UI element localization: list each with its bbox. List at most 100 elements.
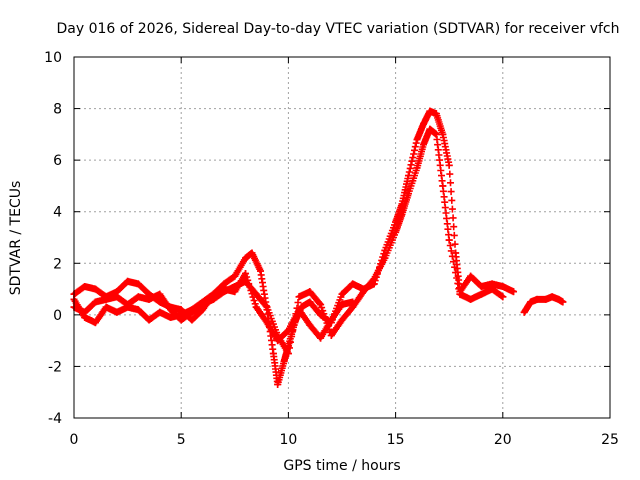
x-axis-label: GPS time / hours [283, 458, 400, 474]
data-point [467, 295, 475, 303]
data-point [91, 319, 99, 327]
data-point [327, 331, 335, 339]
data-point [188, 316, 196, 324]
data-point [263, 303, 271, 311]
data-point [439, 130, 447, 138]
data-point [338, 301, 346, 309]
data-point [166, 306, 174, 314]
x-axis: 0 5 10 15 20 25 [70, 57, 619, 448]
x-tick-label: 0 [70, 432, 79, 448]
data-point [81, 313, 89, 321]
data-point [124, 303, 132, 311]
y-tick-label: 2 [53, 256, 62, 272]
data-point [134, 280, 142, 288]
data-point [280, 357, 288, 365]
data-point [426, 107, 434, 115]
data-point [252, 303, 260, 311]
data-point [419, 141, 427, 149]
data-point [432, 130, 440, 138]
data-point [306, 321, 314, 329]
data-point [426, 125, 434, 133]
data-point [419, 120, 427, 128]
y-tick-label: 0 [53, 308, 62, 324]
data-point [188, 306, 196, 314]
data-point [445, 236, 453, 244]
data-point [527, 298, 535, 306]
data-point [317, 334, 325, 342]
data-point [338, 316, 346, 324]
data-point [452, 249, 460, 257]
y-tick-label: -4 [48, 411, 62, 427]
data-point [102, 295, 110, 303]
data-point [398, 210, 406, 218]
data-point [295, 293, 303, 301]
data-point [432, 110, 440, 118]
data-point [548, 293, 556, 301]
data-point [306, 298, 314, 306]
data-point [134, 306, 142, 314]
plot-frame [73, 56, 611, 419]
data-point [338, 290, 346, 298]
data-point [467, 272, 475, 280]
data-point [413, 164, 421, 172]
y-axis-label: SDTVAR / TECUs [8, 181, 24, 296]
data-point [284, 350, 292, 358]
data-point [359, 288, 367, 296]
data-point [124, 277, 132, 285]
data-point [166, 313, 174, 321]
data-point [542, 295, 550, 303]
x-tick-label: 15 [387, 432, 405, 448]
data-point [381, 254, 389, 262]
data-point [439, 182, 447, 190]
data-point [445, 161, 453, 169]
data-point [242, 254, 250, 262]
data-point [555, 295, 563, 303]
data-point [91, 298, 99, 306]
data-point [284, 326, 292, 334]
data-point [392, 228, 400, 236]
data-point [145, 316, 153, 324]
data-point [349, 298, 357, 306]
data-point [404, 190, 412, 198]
data-point [231, 272, 239, 280]
data-point [404, 172, 412, 180]
data-point [134, 293, 142, 301]
x-tick-label: 10 [279, 432, 297, 448]
data-point [327, 316, 335, 324]
plot-area [70, 107, 567, 388]
data-point [145, 295, 153, 303]
data-point [113, 308, 121, 316]
data-point [91, 285, 99, 293]
data-point [220, 285, 228, 293]
x-tick-label: 25 [601, 432, 619, 448]
data-point [274, 380, 282, 388]
data-point [559, 298, 567, 306]
data-point [209, 290, 217, 298]
x-tick-label: 20 [494, 432, 512, 448]
data-point [499, 282, 507, 290]
data-point [349, 280, 357, 288]
data-point [257, 267, 265, 275]
chart-title: Day 016 of 2026, Sidereal Day-to-day VTE… [56, 21, 619, 37]
y-tick-label: -2 [48, 359, 62, 375]
data-point [499, 293, 507, 301]
data-point [269, 350, 277, 358]
data-point [477, 282, 485, 290]
grid [74, 57, 610, 418]
data-point [510, 288, 518, 296]
y-tick-label: 6 [53, 153, 62, 169]
data-point [317, 311, 325, 319]
data-point [242, 270, 250, 278]
data-point [520, 308, 528, 316]
data-point [477, 290, 485, 298]
data-point [533, 295, 541, 303]
data-point [295, 306, 303, 314]
data-point [81, 282, 89, 290]
series-trace-d [520, 293, 567, 316]
series-trace-b [70, 125, 507, 358]
x-tick-label: 5 [177, 432, 186, 448]
data-point [156, 308, 164, 316]
data-point [306, 288, 314, 296]
data-point [413, 136, 421, 144]
